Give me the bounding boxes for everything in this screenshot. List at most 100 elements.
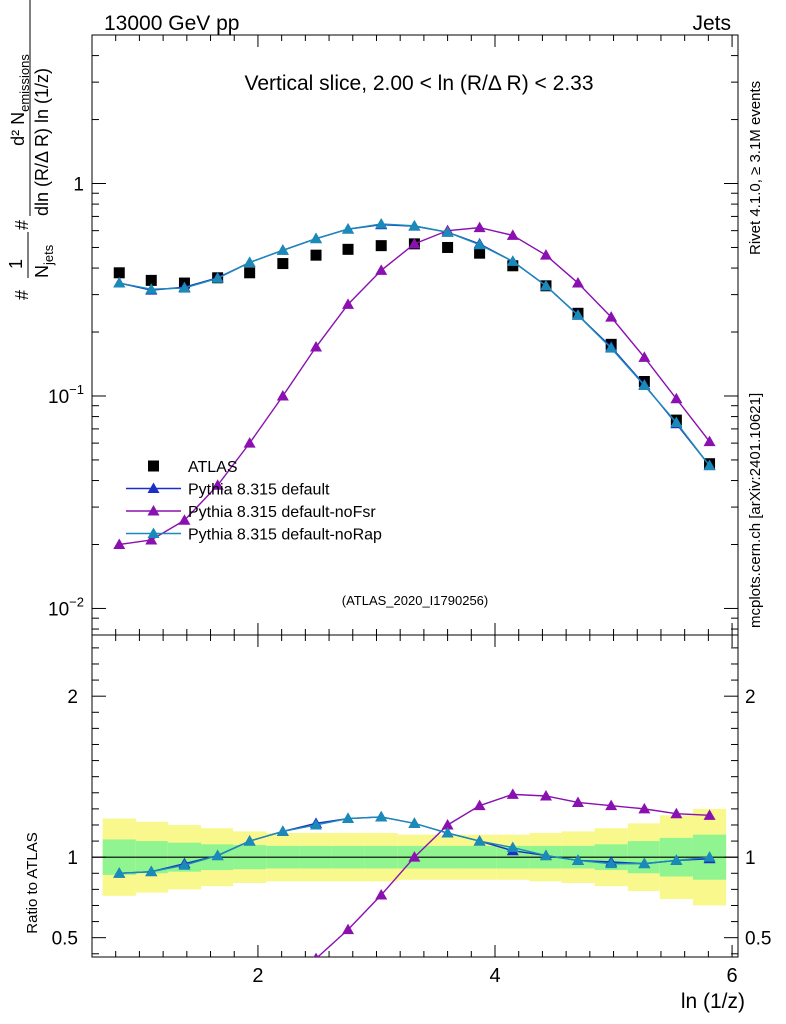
data-point-atlas	[145, 274, 157, 286]
marker-noRap	[670, 416, 683, 428]
marker-noFsr	[571, 277, 584, 288]
legend-marker-atlas	[148, 460, 159, 472]
x-axis-label: ln (1/z)	[681, 990, 745, 1013]
marker-noFsr	[375, 889, 388, 900]
y-tick-label: 10−1	[48, 382, 84, 408]
marker-noFsr	[342, 298, 355, 309]
svg-text:#: #	[12, 290, 32, 300]
marker-noFsr	[473, 799, 486, 811]
y-tick-label: 0.5	[52, 929, 78, 950]
marker-noFsr	[342, 923, 355, 935]
ylabel-frac1-num: 1	[6, 259, 26, 269]
svg-text:#: #	[12, 220, 32, 230]
marker-noRap	[638, 379, 651, 391]
marker-noRap	[539, 849, 552, 861]
data-point-atlas	[244, 267, 256, 279]
marker-noFsr	[212, 995, 224, 1006]
marker-noFsr	[310, 341, 323, 352]
marker-noFsr	[670, 392, 683, 404]
marker-noRap	[178, 282, 191, 293]
ratio-panel: 2 4 6 2 2 1 1 0.5 0.5	[52, 35, 771, 1015]
legend-marker-noFsr	[147, 505, 160, 516]
energy-label: 13000 GeV pp	[104, 12, 239, 35]
x-tick-label: 4	[489, 965, 500, 987]
y-tick-label: 10−2	[48, 594, 84, 620]
legend-label-data: ATLAS	[188, 459, 238, 476]
marker-noFsr	[113, 538, 126, 549]
marker-noRap	[113, 277, 126, 288]
data-point-atlas	[375, 240, 387, 252]
marker-noFsr	[408, 237, 421, 249]
category-label: Jets	[692, 12, 731, 35]
marker-noRap	[473, 835, 486, 846]
marker-noRap	[310, 232, 323, 244]
data-point-atlas	[442, 241, 454, 253]
marker-noFsr	[408, 851, 421, 862]
marker-noRap	[571, 854, 584, 865]
marker-noFsr	[638, 802, 651, 814]
x-tick-label: 2	[252, 965, 263, 987]
data-point-atlas	[113, 267, 125, 279]
y-tick-label: 1	[73, 175, 84, 196]
data-point-atlas	[474, 247, 486, 259]
marker-noFsr	[703, 435, 716, 447]
marker-noRap	[211, 849, 224, 861]
legend-label-noFsr: Pythia 8.315 default-noFsr	[188, 504, 376, 521]
marker-noRap	[605, 857, 618, 869]
marker-noFsr	[441, 818, 454, 830]
marker-noFsr	[244, 987, 256, 998]
y-tick-label-right: 2	[745, 687, 756, 708]
analysis-id: (ATLAS_2020_I1790256)	[342, 593, 488, 608]
data-point-atlas	[277, 258, 289, 270]
data-point-atlas	[342, 243, 354, 255]
legend-marker-default	[147, 482, 160, 493]
marker-noFsr	[605, 799, 618, 811]
marker-noFsr	[571, 796, 584, 807]
marker-noFsr	[638, 351, 651, 362]
ylabel-frac1-den: Njets	[32, 244, 56, 278]
marker-noFsr	[145, 1003, 157, 1014]
marker-noRap	[703, 851, 716, 862]
y-tick-label-right: 1	[745, 848, 756, 869]
marker-noRap	[670, 854, 683, 865]
marker-noFsr	[276, 389, 289, 401]
legend-label-noRap: Pythia 8.315 default-noRap	[188, 527, 382, 544]
marker-noRap	[113, 867, 126, 878]
ylabel-frac2-den: dln (R/Δ R) ln (1/z)	[32, 68, 52, 216]
y-tick-label-right: 0.5	[745, 929, 771, 950]
marker-noRap	[375, 217, 388, 229]
y-tick-label: 1	[67, 848, 78, 869]
mcplots-label: mcplots.cern.ch [arXiv:2401.10621]	[747, 393, 764, 628]
marker-noRap	[243, 835, 256, 846]
marker-noRap	[276, 244, 289, 255]
y-tick-label: 2	[67, 687, 78, 708]
series-layer	[113, 217, 716, 549]
ylabel-frac2-num: d² Nemissions	[8, 54, 32, 146]
marker-noFsr	[506, 229, 519, 240]
marker-noFsr	[539, 249, 552, 260]
marker-noFsr	[277, 974, 289, 985]
marker-noFsr	[506, 788, 519, 799]
legend-marker-noRap	[147, 527, 160, 538]
marker-noRap	[276, 825, 289, 836]
marker-noRap	[408, 817, 421, 828]
marker-noRap	[441, 827, 454, 838]
ratio-y-axis-label: Ratio to ATLAS	[24, 832, 41, 933]
marker-noFsr	[313, 952, 319, 957]
marker-noFsr	[473, 221, 486, 233]
marker-noFsr	[243, 437, 256, 448]
marker-noRap	[506, 255, 519, 266]
marker-noRap	[178, 859, 191, 870]
marker-noFsr	[113, 1004, 125, 1015]
marker-noFsr	[145, 533, 158, 545]
rivet-label: Rivet 4.1.0, ≥ 3.1M events	[747, 81, 764, 255]
marker-noFsr	[178, 1000, 190, 1011]
plot-title: Vertical slice, 2.00 < ln (R/Δ R) < 2.33	[244, 72, 593, 95]
marker-noFsr	[178, 514, 191, 525]
marker-noRap	[605, 342, 618, 353]
main-panel: 1 10−1 10−2	[48, 34, 739, 636]
series-line-default	[119, 223, 711, 467]
marker-noRap	[342, 223, 355, 234]
marker-noRap	[145, 283, 158, 294]
